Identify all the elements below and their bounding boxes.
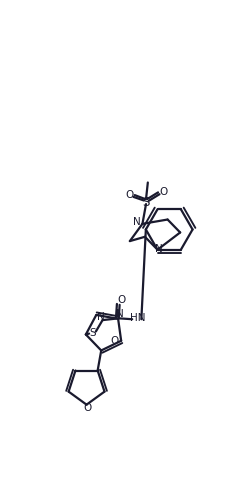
Text: O: O: [125, 190, 133, 200]
Text: N: N: [154, 244, 162, 254]
Text: S: S: [142, 196, 149, 209]
Text: HN: HN: [130, 313, 145, 323]
Text: O: O: [83, 403, 91, 413]
Text: N: N: [97, 312, 105, 322]
Text: O: O: [110, 336, 119, 346]
Text: O: O: [158, 187, 167, 197]
Text: N: N: [115, 309, 123, 319]
Text: S: S: [89, 328, 96, 338]
Text: O: O: [117, 295, 125, 305]
Text: N: N: [132, 218, 140, 227]
